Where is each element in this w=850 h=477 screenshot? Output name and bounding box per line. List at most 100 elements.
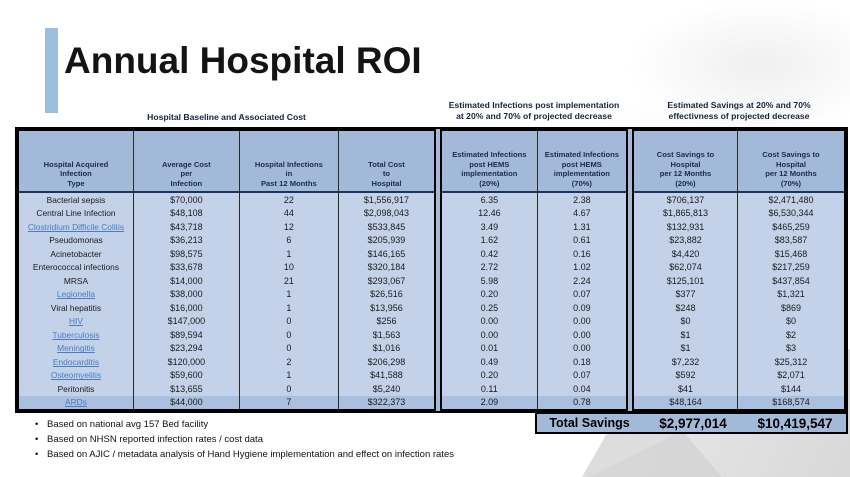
cell-value: $16,000 <box>170 302 203 313</box>
cell-type-row-4: Pseudomonas <box>19 234 133 248</box>
cell-sav70-row-7: $437,854 <box>738 274 844 288</box>
cell-avg_cost-row-6: $33,678 <box>134 261 239 275</box>
cell-est20-row-9: 0.25 <box>442 301 537 315</box>
cell-infections-row-15: 0 <box>240 382 338 396</box>
cell-value: 0.78 <box>573 397 591 408</box>
cell-value: 44 <box>283 208 294 219</box>
cell-value: 0.61 <box>573 235 591 246</box>
cell-total_cost-row-13: $206,298 <box>339 355 434 369</box>
cell-value: $256 <box>376 316 397 327</box>
cell-sav20-row-8: $377 <box>634 288 737 302</box>
cell-value: $41 <box>677 383 693 394</box>
cell-value: $205,939 <box>367 235 406 246</box>
cell-est20-row-6: 2.72 <box>442 261 537 275</box>
column-header-est-infections-20: Estimated Infections post HEMS implement… <box>442 131 537 193</box>
column-cost-savings-20: Cost Savings to Hospital per 12 Months (… <box>634 131 738 409</box>
table-group-estimated-infections: Estimated Infections post HEMS implement… <box>440 129 628 411</box>
cell-type-row-9: Viral hepatitis <box>19 301 133 315</box>
cell-value: 0.00 <box>480 329 499 340</box>
footnote-3: Based on AJIC / metadata analysis of Han… <box>30 447 454 462</box>
cell-total_cost-row-10: $256 <box>339 315 434 329</box>
cell-value: $248 <box>675 302 696 313</box>
cell-value: $217,259 <box>772 262 810 273</box>
column-cost-savings-70: Cost Savings to Hospital per 12 Months (… <box>737 131 844 409</box>
cell-infections-row-10: 0 <box>240 315 338 329</box>
infection-type-link[interactable]: Legionella <box>56 289 96 300</box>
infection-type-link[interactable]: Clostridium Difficile Colitis <box>27 221 125 232</box>
column-header-total-cost: Total Cost to Hospital <box>338 131 434 193</box>
infection-type-link[interactable]: Endocarditis <box>52 356 100 367</box>
cell-infections-row-9: 1 <box>240 301 338 315</box>
column-total-cost: Total Cost to Hospital $1,556,917 $2,098,… <box>338 131 434 409</box>
cell-sav70-row-8: $1,321 <box>738 288 844 302</box>
cell-total_cost-row-7: $293,067 <box>339 274 434 288</box>
cell-value: Peritonitis <box>57 383 95 394</box>
cell-value: Central Line Infection <box>36 208 116 219</box>
infection-type-link[interactable]: ARDs <box>65 397 87 408</box>
cell-value: Bacterial sepsis <box>46 194 106 205</box>
cell-value: $4,420 <box>671 248 700 259</box>
cell-est70-row-11: 0.00 <box>538 328 626 342</box>
cell-type-row-12: Meningitis <box>19 342 133 356</box>
cell-total_cost-row-12: $1,016 <box>339 342 434 356</box>
cell-value: 0.00 <box>573 316 591 327</box>
cell-value: $43,718 <box>170 221 203 232</box>
cell-value: $592 <box>675 370 696 381</box>
cell-total_cost-row-2: $2,098,043 <box>339 207 434 221</box>
cell-avg_cost-row-8: $38,000 <box>134 288 239 302</box>
cell-avg_cost-row-14: $59,600 <box>134 369 239 383</box>
table-group-baseline: Hospital Acquired Infection Type Bacteri… <box>17 129 436 411</box>
cell-infections-row-8: 1 <box>240 288 338 302</box>
cell-sav70-row-16: $168,574 <box>737 395 844 409</box>
column-infections-12-months: Hospital Infections in Past 12 Months 22… <box>239 131 339 409</box>
column-header-cost-savings-20: Cost Savings to Hospital per 12 Months (… <box>634 131 737 193</box>
cell-avg_cost-row-16: $44,000 <box>133 395 239 409</box>
cell-value: 3.49 <box>480 221 499 232</box>
cell-sav20-row-2: $1,865,813 <box>634 207 737 221</box>
cell-infections-row-13: 2 <box>240 355 338 369</box>
cell-value: $320,184 <box>367 262 406 273</box>
cell-est70-row-2: 4.67 <box>538 207 626 221</box>
cell-sav70-row-13: $25,312 <box>738 355 844 369</box>
infection-type-link[interactable]: Tuberculosis <box>52 329 100 340</box>
cell-sav20-row-4: $23,882 <box>634 234 737 248</box>
cell-value: $3 <box>785 343 796 354</box>
cell-avg_cost-row-11: $89,594 <box>134 328 239 342</box>
cell-total_cost-row-9: $13,956 <box>339 301 434 315</box>
cell-est70-row-15: 0.04 <box>538 382 626 396</box>
cell-value: Enterococcal infections <box>32 262 120 273</box>
cell-sav20-row-5: $4,420 <box>634 247 737 261</box>
cell-value: $83,587 <box>774 235 808 246</box>
cell-value: 7 <box>286 397 292 408</box>
cell-sav70-row-2: $6,530,344 <box>738 207 844 221</box>
cell-value: 2.24 <box>573 275 591 286</box>
cell-avg_cost-row-3: $43,718 <box>134 220 239 234</box>
column-est-infections-20: Estimated Infections post HEMS implement… <box>442 131 538 409</box>
cell-value: $437,854 <box>772 275 810 286</box>
infection-type-link[interactable]: Meningitis <box>57 343 95 354</box>
cell-type-row-14: Osteomyelitis <box>19 369 133 383</box>
cell-value: 1.02 <box>573 262 591 273</box>
cell-value: 0.49 <box>480 356 499 367</box>
cell-est20-row-11: 0.00 <box>442 328 537 342</box>
column-cells-infections-12-months: 22 44 12 6 1 10 21 1 1 0 0 0 2 1 0 7 <box>239 193 338 409</box>
cell-infections-row-11: 0 <box>240 328 338 342</box>
cell-sav20-row-11: $1 <box>634 328 737 342</box>
cell-value: $13,655 <box>170 383 203 394</box>
cell-sav70-row-5: $15,468 <box>738 247 844 261</box>
infection-type-link[interactable]: HIV <box>68 316 83 327</box>
cell-value: 2.72 <box>480 262 499 273</box>
cell-value: $168,574 <box>772 397 810 408</box>
cell-sav20-row-12: $1 <box>634 342 737 356</box>
cell-value: 6.35 <box>480 194 499 205</box>
infection-type-link[interactable]: Osteomyelitis <box>50 370 102 381</box>
cell-infections-row-3: 12 <box>240 220 338 234</box>
cell-value: 0.20 <box>480 289 499 300</box>
cell-total_cost-row-11: $1,563 <box>339 328 434 342</box>
cell-value: 0.00 <box>573 329 591 340</box>
cell-est70-row-9: 0.09 <box>538 301 626 315</box>
title-accent-bar <box>45 28 58 113</box>
cell-infections-row-1: 22 <box>240 193 338 207</box>
cell-avg_cost-row-1: $70,000 <box>134 193 239 207</box>
cell-avg_cost-row-5: $98,575 <box>134 247 239 261</box>
